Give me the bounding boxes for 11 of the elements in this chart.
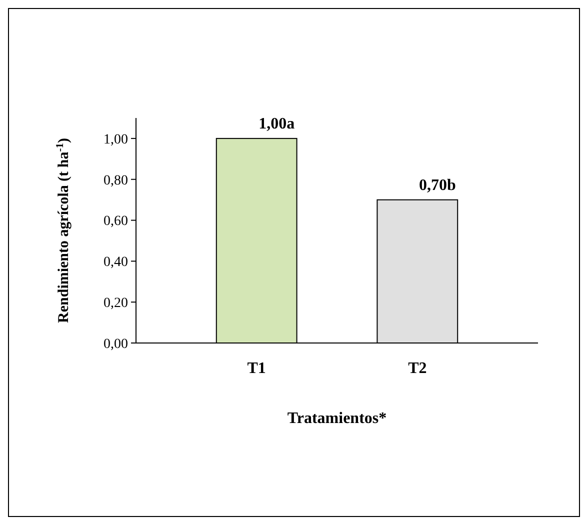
y-tick-label: 1,00 — [104, 132, 128, 148]
data-label: 0,70b — [418, 176, 456, 194]
data-label: 1,00a — [258, 115, 295, 132]
y-tick-label: 0,80 — [104, 173, 128, 188]
y-tick-label: 0,00 — [104, 336, 128, 352]
y-tick-label: 0,20 — [104, 296, 128, 311]
x-axis-title: Tratamientos* — [287, 410, 387, 427]
x-tick-label: T1 — [247, 360, 266, 377]
x-tick-label: T2 — [408, 360, 427, 377]
y-tick-label: 0,40 — [104, 255, 128, 270]
y-tick-label: 0,60 — [104, 214, 128, 230]
